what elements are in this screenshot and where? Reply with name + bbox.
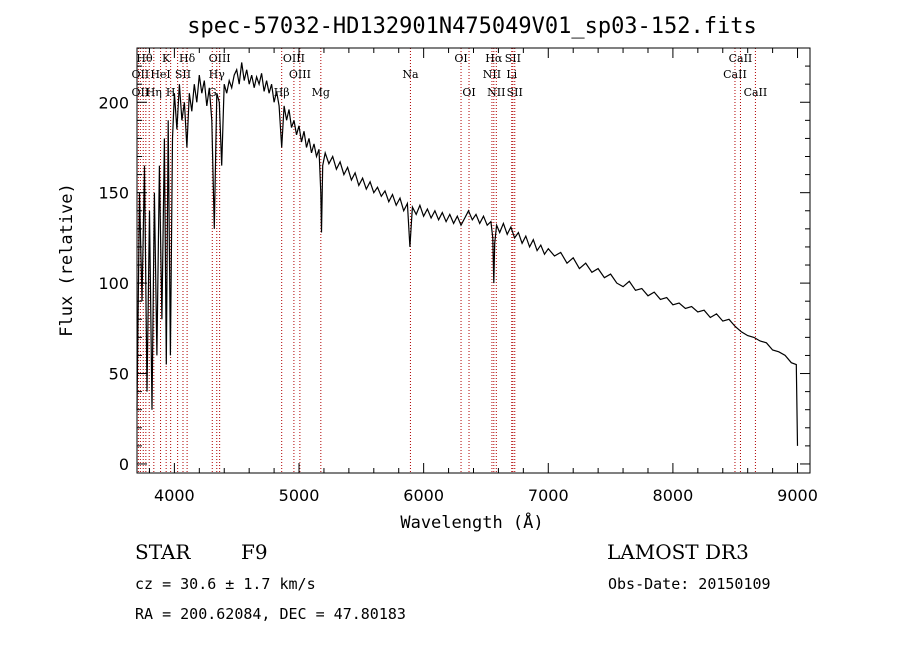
x-axis-label: Wavelength (Å): [400, 511, 543, 533]
ion-line-label: Na: [402, 68, 419, 81]
y-tick-label: 100: [98, 274, 129, 293]
ion-line-label: SII: [507, 86, 523, 99]
ion-line-label: OIII: [289, 68, 311, 81]
y-tick-label: 0: [119, 455, 129, 474]
ion-line-label: K: [162, 52, 171, 65]
survey-name: LAMOST DR3: [607, 540, 749, 564]
flux-spectrum-line: [136, 62, 799, 446]
x-tick-label: 9000: [777, 486, 818, 505]
ion-line-label: OII: [132, 86, 150, 99]
ion-line-label: Li: [506, 68, 517, 81]
ion-line-label: NII: [483, 68, 501, 81]
plot-frame: [136, 47, 811, 474]
ion-line-label: SII: [505, 52, 521, 65]
redshift-cz: cz = 30.6 ± 1.7 km/s: [135, 575, 316, 593]
ion-lines-layer: [137, 48, 756, 473]
ion-line-label: OI: [454, 52, 467, 65]
y-tick-label: 200: [98, 93, 129, 112]
ion-line-label: Hγ: [209, 68, 226, 81]
chart-title: spec-57032-HD132901N475049V01_sp03-152.f…: [187, 14, 757, 39]
ion-line-label: Mg: [312, 86, 330, 99]
ion-line-label: OII: [132, 68, 150, 81]
y-tick-label: 50: [109, 365, 129, 384]
ion-line-label: OIII: [283, 52, 305, 65]
ion-line-label: Hδ: [179, 52, 196, 65]
object-type: STAR: [135, 540, 191, 564]
ion-line-label: CaII: [744, 86, 768, 99]
ion-line-label: H: [166, 86, 176, 99]
x-tick-label: 7000: [528, 486, 569, 505]
ion-line-label: CaII: [723, 68, 747, 81]
obs-date: Obs-Date: 20150109: [608, 575, 771, 593]
ion-line-label: OIII: [209, 52, 231, 65]
y-axis: 0 50 100 150 200: [98, 65, 810, 474]
x-axis: 4000 5000 6000 7000 8000 9000: [148, 48, 818, 505]
ion-line-label: Hη: [146, 86, 162, 99]
ion-line-label: HeI: [150, 68, 170, 81]
ion-line-label: NII: [487, 86, 505, 99]
x-tick-label: 5000: [279, 486, 320, 505]
ion-line-label: Hα: [485, 52, 503, 65]
coordinates: RA = 200.62084, DEC = 47.80183: [135, 605, 406, 623]
x-tick-label: 6000: [403, 486, 444, 505]
ion-line-label: OI: [462, 86, 475, 99]
y-tick-label: 150: [98, 184, 129, 203]
ion-line-label: Hθ: [136, 52, 153, 65]
x-tick-label: 4000: [154, 486, 195, 505]
ion-line-label: G: [208, 86, 217, 99]
spectral-class: F9: [241, 540, 268, 564]
ion-line-label: CaII: [729, 52, 753, 65]
x-tick-label: 8000: [653, 486, 694, 505]
ion-line-label: SII: [175, 68, 191, 81]
y-axis-label: Flux (relative): [57, 183, 77, 337]
